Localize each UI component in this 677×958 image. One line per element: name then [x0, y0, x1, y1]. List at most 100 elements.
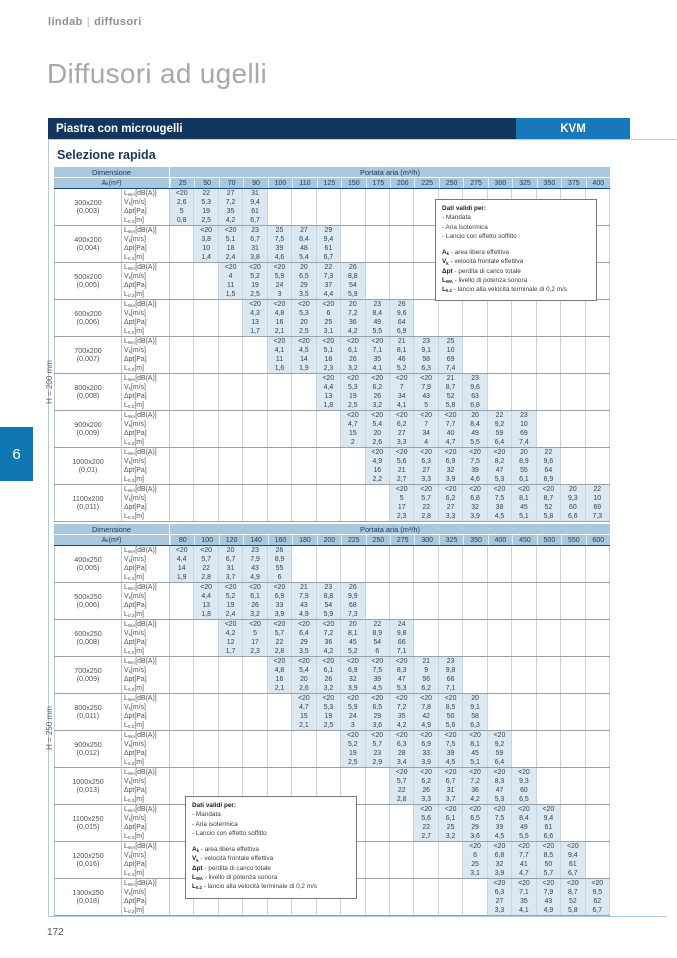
data-cell: 6,9: [536, 475, 562, 484]
data-cell: 5,8: [438, 401, 464, 410]
data-cell: 5,9: [341, 290, 366, 299]
data-cell: [586, 795, 610, 804]
data-cell: 15: [341, 429, 366, 438]
data-cell: [586, 198, 610, 207]
dimension-cell: 1300x250 (0,018): [54, 879, 122, 915]
data-cell: [463, 620, 488, 629]
data-cell: [243, 731, 268, 740]
data-cell: 4,1: [267, 346, 293, 355]
data-cell: 15: [292, 712, 317, 721]
data-cell: 54: [365, 638, 390, 647]
data-cell: [366, 207, 390, 216]
column-header: 70: [218, 178, 244, 188]
data-cell: 6,1: [341, 346, 366, 355]
data-cell: [390, 832, 415, 841]
data-cell: [586, 263, 610, 272]
data-cell: [512, 703, 537, 712]
dimension-size: 1300x250: [72, 887, 104, 897]
data-cell: [463, 300, 488, 309]
row-label: L 0.2 [m]: [122, 610, 170, 619]
data-cell: [317, 897, 342, 906]
data-cell: [366, 832, 390, 841]
data-cell: [537, 666, 562, 675]
data-cell: 23: [463, 374, 488, 383]
data-cell: 5,4: [365, 420, 390, 429]
data-cell: [194, 897, 219, 906]
data-cell: [194, 712, 219, 721]
data-cell: [586, 583, 610, 592]
data-cell: [292, 731, 317, 740]
data-cell: [194, 749, 219, 758]
data-cell: [537, 592, 562, 601]
data-cell: 7,5: [365, 666, 390, 675]
data-cell: 6,1: [438, 814, 464, 823]
data-cell: 47: [487, 786, 513, 795]
data-cell: 49: [463, 429, 488, 438]
data-cell: [390, 263, 415, 272]
data-cell: 4: [218, 272, 244, 281]
row-label: L 0.2 [m]: [122, 216, 170, 225]
data-cell: [268, 207, 293, 216]
column-header: 200: [390, 178, 415, 188]
data-cell: [390, 546, 415, 555]
data-cell: 11: [267, 355, 293, 364]
dimension-area: (0,012): [76, 748, 100, 757]
data-cell: [390, 226, 415, 235]
dimension-area: (0,011): [76, 502, 100, 511]
dimension-size: 700x200: [74, 345, 102, 355]
data-cell: 29: [292, 638, 317, 647]
data-cell: [268, 512, 293, 521]
data-cell: [488, 620, 513, 629]
data-cell: 7: [390, 383, 415, 392]
data-cell: 27: [438, 503, 464, 512]
data-cell: 40: [438, 429, 464, 438]
data-cell: [366, 263, 390, 272]
row-label: L WA [dB(A)]: [122, 189, 170, 198]
data-cell: [243, 712, 268, 721]
data-cell: [366, 281, 390, 290]
data-cell: [317, 411, 342, 420]
data-cell: [488, 374, 513, 383]
row-label: L 0.2 [m]: [122, 647, 170, 656]
data-cell: 21: [438, 374, 464, 383]
data-cell: [561, 300, 586, 309]
data-cell: [561, 355, 586, 364]
data-cell: [561, 448, 586, 457]
dimension-size: 600x200: [74, 308, 102, 318]
data-cell: [243, 466, 268, 475]
data-cell: 6,7: [243, 216, 268, 225]
dimension-size: 1100x250: [72, 813, 104, 823]
data-cell: [243, 392, 268, 401]
data-cell: [219, 429, 244, 438]
data-cell: [243, 438, 268, 447]
data-cell: [194, 768, 219, 777]
data-cell: 4,6: [463, 475, 488, 484]
data-cell: [366, 777, 390, 786]
data-cell: 5,3: [316, 703, 342, 712]
data-cell: [488, 355, 513, 364]
data-cell: <20: [438, 731, 464, 740]
data-cell: [512, 346, 537, 355]
data-cell: [194, 638, 219, 647]
data-cell: 20: [292, 675, 317, 684]
data-cell: [243, 401, 268, 410]
data-cell: [170, 749, 195, 758]
data-cell: [439, 546, 464, 555]
row-label: L WA [dB(A)]: [122, 657, 170, 666]
data-cell: [586, 786, 610, 795]
data-cell: [170, 429, 195, 438]
data-cell: [561, 768, 586, 777]
data-cell: 3,2: [316, 684, 342, 693]
data-cell: [537, 318, 562, 327]
data-cell: 25: [438, 337, 464, 346]
data-cell: 6,1: [512, 475, 537, 484]
data-cell: [463, 610, 488, 619]
data-cell: 39: [267, 244, 293, 253]
data-cell: [414, 638, 439, 647]
data-cell: 9: [414, 666, 439, 675]
data-cell: 5: [390, 494, 415, 503]
data-cell: 69: [585, 503, 610, 512]
data-cell: [537, 740, 562, 749]
